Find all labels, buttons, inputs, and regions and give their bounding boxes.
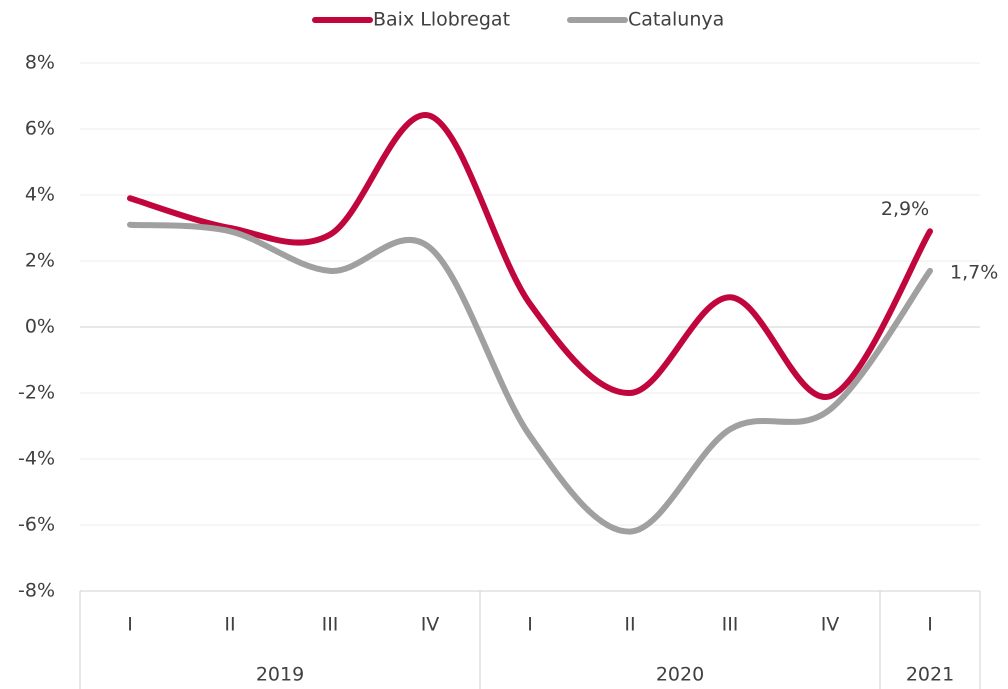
group-label: 2019 (256, 664, 304, 686)
y-tick-label: 8% (25, 52, 55, 74)
y-tick-label: -2% (18, 382, 55, 404)
legend-label: Baix Llobregat (373, 9, 510, 31)
x-tick-label: I (927, 614, 933, 636)
x-tick-label: IV (821, 614, 840, 636)
y-tick-label: 4% (25, 184, 55, 206)
x-tick-label: IV (421, 614, 440, 636)
group-label: 2020 (656, 664, 704, 686)
line (127, 221, 933, 535)
y-tick-label: 6% (25, 118, 55, 140)
x-tick-label: II (224, 614, 235, 636)
legend-label: Catalunya (628, 9, 724, 31)
x-tick-label: III (322, 614, 339, 636)
x-tick-label: I (527, 614, 533, 636)
x-tick-label: II (624, 614, 635, 636)
x-tick-label: III (722, 614, 739, 636)
data-label: 2,9% (881, 198, 929, 220)
y-tick-label: -4% (18, 448, 55, 470)
line (127, 112, 933, 400)
y-tick-label: 0% (25, 316, 55, 338)
group-label: 2021 (906, 664, 954, 686)
y-tick-label: -6% (18, 514, 55, 536)
data-label: 1,7% (950, 261, 998, 283)
x-tick-label: I (127, 614, 133, 636)
y-tick-label: 2% (25, 250, 55, 272)
y-tick-label: -8% (18, 580, 55, 602)
